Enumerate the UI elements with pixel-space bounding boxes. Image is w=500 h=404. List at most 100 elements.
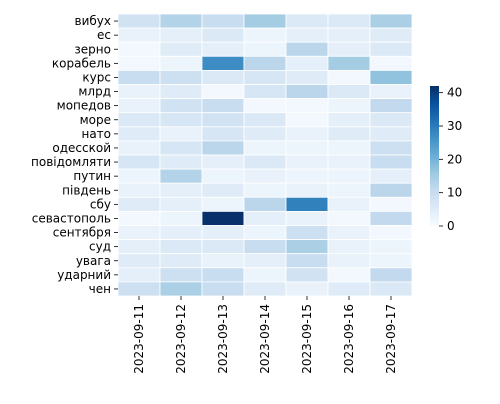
- heatmap-cell-севастополь-2023-09-15: [285, 210, 329, 226]
- heatmap-cell-зерно-2023-09-13: [201, 41, 245, 57]
- heatmap-cell-курс-2023-09-17: [369, 70, 413, 85]
- heatmap-cell-мопедов-2023-09-12: [159, 98, 203, 114]
- y-tick-label: зерно: [74, 42, 111, 56]
- heatmap-cell-млрд-2023-09-11: [117, 84, 161, 100]
- heatmap-cell-повідомляти-2023-09-17: [369, 154, 413, 170]
- heatmap-cell-мопедов-2023-09-15: [285, 98, 329, 114]
- heatmap-cell-море-2023-09-11: [117, 112, 161, 128]
- heatmap-cell-курс-2023-09-13: [201, 70, 245, 85]
- heatmap-cell-корабель-2023-09-17: [369, 55, 413, 71]
- heatmap-cell-ес-2023-09-11: [117, 27, 161, 43]
- heatmap-cell-путин-2023-09-14: [243, 168, 287, 184]
- heatmap-cell-млрд-2023-09-12: [159, 84, 203, 100]
- heatmap-cell-сентября-2023-09-15: [285, 225, 329, 241]
- heatmap-cell-море-2023-09-13: [201, 112, 245, 128]
- heatmap-cell-сбу-2023-09-17: [369, 196, 413, 212]
- heatmap-cell-море-2023-09-16: [327, 112, 371, 128]
- x-tick-label: 2023-09-12: [174, 304, 188, 374]
- heatmap-cell-нато-2023-09-16: [327, 126, 371, 142]
- heatmap-cell-ес-2023-09-12: [159, 27, 203, 43]
- heatmap-cell-море-2023-09-12: [159, 112, 203, 128]
- heatmap-cell-сентября-2023-09-11: [117, 225, 161, 241]
- heatmap-cell-ес-2023-09-17: [369, 27, 413, 43]
- heatmap-cell-вибух-2023-09-17: [369, 13, 413, 29]
- heatmap-cell-вибух-2023-09-15: [285, 13, 329, 29]
- heatmap-cell-ударний-2023-09-12: [159, 267, 203, 283]
- heatmap-cell-нато-2023-09-14: [243, 126, 287, 142]
- colorbar-gradient: [430, 86, 439, 226]
- heatmap-cell-млрд-2023-09-16: [327, 84, 371, 100]
- heatmap-cell-сбу-2023-09-12: [159, 196, 203, 212]
- y-tick-label: увага: [76, 254, 111, 268]
- y-tick-label: мопедов: [57, 99, 111, 113]
- heatmap-cell-одесской-2023-09-12: [159, 140, 203, 156]
- heatmap-cell-південь-2023-09-16: [327, 182, 371, 198]
- heatmap-cell-зерно-2023-09-17: [369, 41, 413, 57]
- heatmap-cell-млрд-2023-09-13: [201, 84, 245, 100]
- heatmap-cell-одесской-2023-09-11: [117, 140, 161, 156]
- heatmap-cell-одесской-2023-09-13: [201, 140, 245, 156]
- heatmap-cell-увага-2023-09-12: [159, 253, 203, 269]
- heatmap-cell-севастополь-2023-09-14: [243, 210, 287, 226]
- heatmap-cell-зерно-2023-09-11: [117, 41, 161, 57]
- colorbar-tick-label: 10: [447, 186, 462, 200]
- heatmap-cell-чен-2023-09-11: [117, 281, 161, 297]
- heatmap-cell-південь-2023-09-14: [243, 182, 287, 198]
- heatmap-cell-мопедов-2023-09-14: [243, 98, 287, 114]
- heatmap-cell-увага-2023-09-11: [117, 253, 161, 269]
- y-tick-label: путин: [73, 169, 111, 183]
- heatmap-cell-севастополь-2023-09-11: [117, 210, 161, 226]
- y-tick-label: сбу: [90, 197, 111, 211]
- heatmap-cell-суд-2023-09-13: [201, 239, 245, 255]
- heatmap-cell-путин-2023-09-12: [159, 168, 203, 184]
- heatmap-cell-повідомляти-2023-09-16: [327, 154, 371, 170]
- heatmap-cell-повідомляти-2023-09-15: [285, 154, 329, 170]
- heatmap-cell-ударний-2023-09-13: [201, 267, 245, 283]
- heatmap-cell-чен-2023-09-14: [243, 281, 287, 297]
- heatmap-cell-нато-2023-09-17: [369, 126, 413, 142]
- heatmap-cell-ударний-2023-09-17: [369, 267, 413, 283]
- heatmap-cell-путин-2023-09-17: [369, 168, 413, 184]
- heatmap-cell-південь-2023-09-17: [369, 182, 413, 198]
- heatmap-cell-севастополь-2023-09-16: [327, 210, 371, 226]
- x-tick-label: 2023-09-15: [300, 304, 314, 374]
- heatmap-cell-сбу-2023-09-13: [201, 196, 245, 212]
- heatmap-cell-корабель-2023-09-13: [201, 55, 245, 71]
- heatmap-cell-сбу-2023-09-16: [327, 196, 371, 212]
- heatmap-cell-сентября-2023-09-17: [369, 225, 413, 241]
- x-tick-label: 2023-09-17: [384, 304, 398, 374]
- y-tick-label: курс: [82, 70, 111, 84]
- heatmap-cell-суд-2023-09-14: [243, 239, 287, 255]
- heatmap-cell-сбу-2023-09-11: [117, 196, 161, 212]
- heatmap-cell-курс-2023-09-15: [285, 70, 329, 85]
- heatmap-cell-мопедов-2023-09-17: [369, 98, 413, 114]
- heatmap-cell-увага-2023-09-14: [243, 253, 287, 269]
- colorbar-tick-label: 40: [447, 86, 462, 100]
- y-tick-label: ес: [97, 28, 111, 42]
- heatmap-cell-ес-2023-09-14: [243, 27, 287, 43]
- y-tick-label: суд: [89, 240, 111, 254]
- heatmap-cell-море-2023-09-15: [285, 112, 329, 128]
- heatmap-cell-курс-2023-09-16: [327, 70, 371, 85]
- heatmap-cell-путин-2023-09-16: [327, 168, 371, 184]
- heatmap-cell-море-2023-09-14: [243, 112, 287, 128]
- heatmap-cell-корабель-2023-09-14: [243, 55, 287, 71]
- y-tick-label: сентября: [53, 226, 111, 240]
- heatmap-cell-чен-2023-09-12: [159, 281, 203, 297]
- heatmap-cell-вибух-2023-09-11: [117, 13, 161, 29]
- heatmap-cell-ударний-2023-09-15: [285, 267, 329, 283]
- heatmap-cell-вибух-2023-09-16: [327, 13, 371, 29]
- y-tick-label: нато: [81, 127, 111, 141]
- heatmap-cell-увага-2023-09-17: [369, 253, 413, 269]
- heatmap-cell-південь-2023-09-15: [285, 182, 329, 198]
- heatmap-cell-севастополь-2023-09-13: [201, 210, 245, 226]
- colorbar-tick-label: 0: [447, 219, 455, 233]
- heatmap-cell-чен-2023-09-17: [369, 281, 413, 297]
- heatmap-cell-суд-2023-09-15: [285, 239, 329, 255]
- heatmap-cell-одесской-2023-09-16: [327, 140, 371, 156]
- y-axis: вибухесзернокорабелькурсмлрдмопедовморен…: [31, 14, 118, 296]
- heatmap-cell-увага-2023-09-16: [327, 253, 371, 269]
- heatmap-cell-ударний-2023-09-11: [117, 267, 161, 283]
- heatmap-cell-млрд-2023-09-17: [369, 84, 413, 100]
